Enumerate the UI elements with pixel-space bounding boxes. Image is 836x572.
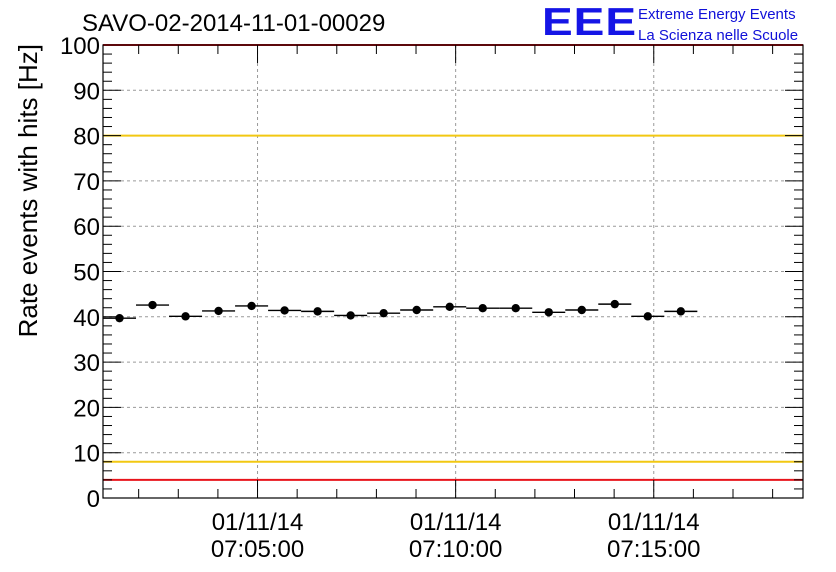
data-point [313,307,322,316]
data-point [412,305,421,315]
y-tick-label: 70 [73,169,100,196]
y-tick-label: 80 [73,124,100,151]
x-tick-label-time: 07:05:00 [211,536,304,563]
data-point [511,303,520,313]
data-point [280,306,289,315]
x-tick-label-date: 01/11/14 [608,509,700,536]
data-point [214,306,223,316]
y-tick-label: 20 [73,395,100,422]
data-point [115,313,124,323]
y-tick-label: 100 [60,33,100,60]
logo-line-2: La Scienza nelle Scuole [638,27,799,44]
data-point [643,312,653,321]
y-tick-label: 30 [73,350,100,377]
data-point [148,300,157,310]
y-axis-label: Rate events with hits [Hz] [13,44,43,337]
logo-line-1: Extreme Energy Events [638,6,796,23]
data-point [676,307,686,316]
data-point [379,308,388,318]
data-point [247,301,256,311]
data-point [445,302,454,312]
x-tick-label-time: 07:10:00 [409,536,502,563]
x-tick-label-time: 07:15:00 [607,536,700,563]
x-tick-label-date: 01/11/14 [212,509,304,536]
logo-caption: Extreme Energy Events La Scienza nelle S… [638,4,798,46]
y-tick-label: 50 [73,260,100,287]
y-tick-label: 0 [87,486,100,513]
x-tick-label-date: 01/11/14 [410,509,502,536]
tick-labels: 010203040506070809010001/11/1407:05:0001… [60,33,701,563]
data-point [544,308,553,317]
y-tick-label: 60 [73,214,100,241]
y-tick-label: 90 [73,78,100,105]
reference-lines [103,44,803,481]
y-tick-label: 40 [73,305,100,332]
grid [103,45,803,498]
y-tick-label: 10 [73,441,100,468]
data-point [610,299,619,309]
chart-title: SAVO-02-2014-11-01-00029 [82,10,386,37]
data-point [346,311,355,320]
data-point [478,303,487,313]
axes [102,44,804,499]
data-point [181,312,190,321]
data-points [103,299,698,323]
data-point [577,305,586,315]
eee-logo: EEE [542,0,638,44]
